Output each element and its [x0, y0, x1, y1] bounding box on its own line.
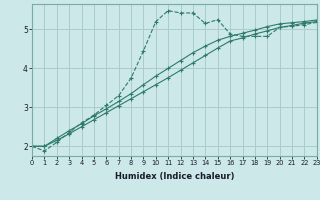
- X-axis label: Humidex (Indice chaleur): Humidex (Indice chaleur): [115, 172, 234, 181]
